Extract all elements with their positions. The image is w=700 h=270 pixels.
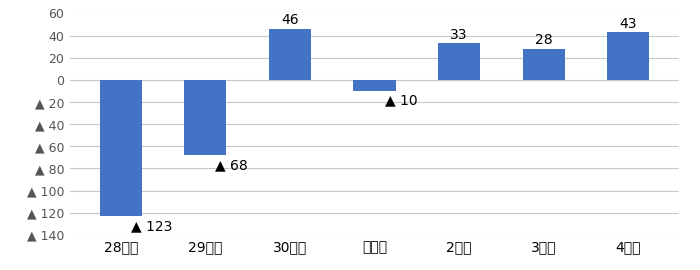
Bar (269, 29, 311, 80)
Text: 33: 33 (450, 28, 468, 42)
Bar (184, 80, 227, 155)
Bar (438, 43, 480, 80)
Bar (522, 49, 565, 80)
Text: 43: 43 (620, 17, 637, 31)
Text: ▲ 68: ▲ 68 (216, 158, 248, 172)
Text: ▲ 123: ▲ 123 (131, 219, 172, 233)
Bar (99, 80, 142, 216)
Bar (607, 32, 650, 80)
Text: 46: 46 (281, 13, 299, 27)
Bar (354, 80, 395, 91)
Text: 28: 28 (535, 33, 552, 47)
Text: ▲ 10: ▲ 10 (385, 94, 417, 108)
